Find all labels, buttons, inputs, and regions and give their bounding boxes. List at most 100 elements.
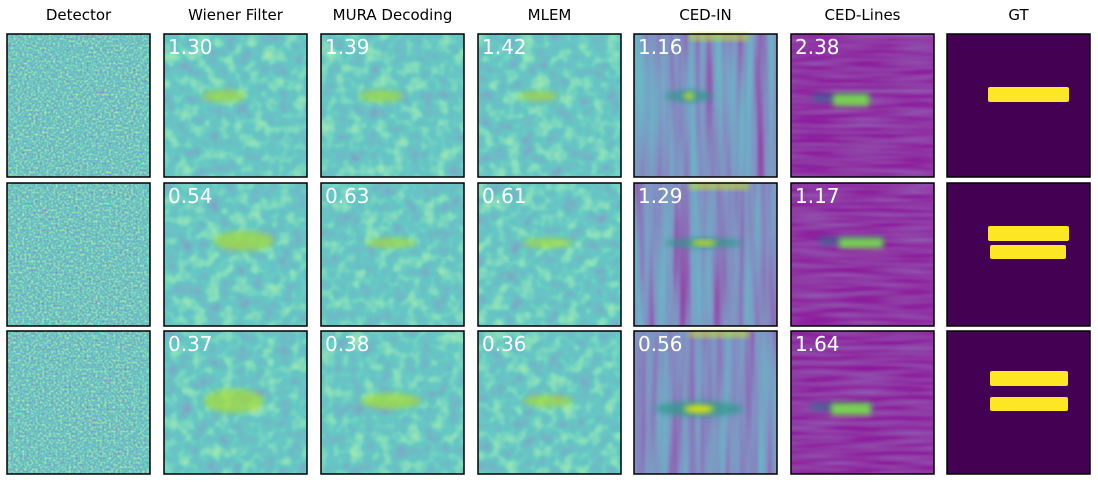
highlight: [691, 240, 717, 246]
panel-border: [320, 182, 465, 327]
panel-image: [791, 331, 934, 474]
score: 1.42: [482, 35, 527, 59]
highlight: [361, 393, 421, 409]
panel-border: [320, 33, 465, 178]
panel: [946, 33, 1091, 178]
column-title: GT: [1008, 6, 1029, 24]
highlight: [214, 231, 274, 251]
panel: 0.54: [163, 182, 308, 327]
panel-image: [478, 183, 621, 326]
panel-image: [634, 34, 777, 177]
panel-border: [790, 182, 935, 327]
panel-border: [6, 330, 151, 475]
score: 1.29: [638, 184, 683, 208]
panel: 0.56: [633, 330, 778, 475]
column-title: CED-Lines: [825, 6, 901, 24]
panel: [6, 33, 151, 178]
panel-image: [164, 34, 307, 177]
highlight: [523, 238, 573, 248]
highlight: [689, 331, 749, 337]
panel: [6, 182, 151, 327]
highlight: [359, 90, 403, 102]
panel: [946, 182, 1091, 327]
score: 0.38: [325, 332, 370, 356]
highlight: [831, 403, 871, 415]
panel: 1.16: [633, 33, 778, 178]
score: 2.38: [795, 35, 840, 59]
gt-bar: [990, 397, 1068, 411]
panel-border: [163, 330, 308, 475]
panel: [946, 330, 1091, 475]
panel-border: [633, 330, 778, 475]
score: 0.54: [168, 184, 213, 208]
column-title: Wiener Filter: [188, 6, 284, 24]
gt-bar: [988, 87, 1069, 102]
score: 0.36: [482, 332, 527, 356]
panel-border: [790, 33, 935, 178]
column-title: CED-IN: [679, 6, 732, 24]
panel: [6, 330, 151, 475]
highlight: [204, 389, 264, 413]
panel-border: [790, 330, 935, 475]
panel-border: [946, 182, 1091, 327]
highlight: [684, 405, 714, 413]
score: 1.30: [168, 35, 213, 59]
panel: 0.38: [320, 330, 465, 475]
score: 0.37: [168, 332, 213, 356]
gt-bar: [990, 371, 1068, 386]
panel-image: [634, 183, 777, 326]
panel-image: [791, 183, 934, 326]
panel-border: [163, 33, 308, 178]
score: 0.63: [325, 184, 370, 208]
panel-border: [633, 182, 778, 327]
panel-border: [6, 33, 151, 178]
highlight: [839, 238, 883, 248]
gt-bar: [990, 245, 1066, 259]
panel-border: [946, 330, 1091, 475]
highlight: [689, 183, 749, 189]
panel: 1.39: [320, 33, 465, 178]
panel: 0.61: [477, 182, 622, 327]
score: 1.17: [795, 184, 840, 208]
highlight: [833, 94, 869, 106]
panel-image: [947, 34, 1090, 177]
score: 1.16: [638, 35, 683, 59]
column-title: MLEM: [528, 6, 572, 24]
column-title: MURA Decoding: [333, 6, 453, 24]
panel: 1.30: [163, 33, 308, 178]
panel-image: [478, 34, 621, 177]
highlight: [523, 395, 573, 407]
panel-border: [6, 182, 151, 327]
panel: 0.36: [477, 330, 622, 475]
column-title: Detector: [46, 6, 112, 24]
highlight: [518, 91, 558, 101]
score: 1.64: [795, 332, 840, 356]
highlight: [366, 238, 416, 248]
panel: 0.37: [163, 330, 308, 475]
panel-border: [477, 33, 622, 178]
panel-image: [7, 183, 150, 326]
panel: 1.42: [477, 33, 622, 178]
panel: 0.63: [320, 182, 465, 327]
panel: 1.17: [790, 182, 935, 327]
panel: 2.38: [790, 33, 935, 178]
score: 0.61: [482, 184, 527, 208]
panel-image: [164, 183, 307, 326]
panel-border: [163, 182, 308, 327]
panel-border: [477, 182, 622, 327]
gt-bar: [988, 226, 1069, 241]
panel-image: [321, 183, 464, 326]
panel-border: [946, 33, 1091, 178]
panel-border: [477, 330, 622, 475]
panel-image: [7, 331, 150, 474]
panel-image: [7, 34, 150, 177]
panel: 1.64: [790, 330, 935, 475]
panel-border: [633, 33, 778, 178]
panel-image: [321, 34, 464, 177]
highlight: [684, 93, 694, 99]
panel: 1.29: [633, 182, 778, 327]
panel-border: [320, 330, 465, 475]
highlight: [689, 34, 749, 40]
score: 0.56: [638, 332, 683, 356]
